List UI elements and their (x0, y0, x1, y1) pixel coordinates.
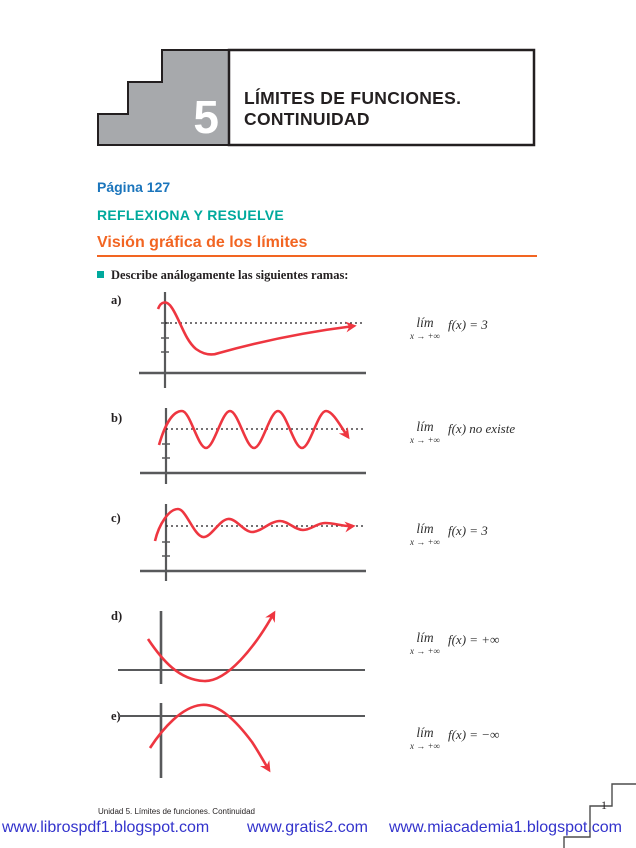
limit-word: lím (416, 315, 434, 330)
footer-link-librospdf[interactable]: www.librospdf1.blogspot.com (2, 819, 210, 836)
limit-expression-e: lím x → +∞ f(x) = −∞ (410, 726, 499, 751)
graph-plot-b (140, 408, 366, 484)
chapter-title: LÍMITES DE FUNCIONES. CONTINUIDAD (244, 88, 461, 130)
graph-plot-a (139, 292, 366, 388)
limit-expression-b: lím x → +∞ f(x) no existe (410, 420, 515, 445)
chapter-number: 5 (193, 91, 220, 143)
footer-link-gratis2[interactable]: www.gratis2.com (247, 819, 368, 836)
limit-expression-a: lím x → +∞ f(x) = 3 (410, 316, 488, 341)
function-curve (153, 507, 356, 542)
section-heading: REFLEXIONA Y RESUELVE (97, 207, 285, 223)
page-number: 1 (601, 798, 607, 812)
limit-word: lím (416, 521, 434, 536)
chapter-title-box (227, 48, 536, 147)
page-corner-graphic (563, 783, 636, 848)
limit-value: f(x) no existe (447, 421, 516, 436)
limit-word: lím (416, 630, 434, 645)
graph-label-c: c) (111, 511, 121, 525)
limit-expression-d: lím x → +∞ f(x) = +∞ (410, 631, 499, 656)
subsection-heading: Visión gráfica de los límites (97, 234, 308, 251)
function-curve (146, 610, 276, 683)
graph-label-d: d) (111, 609, 123, 623)
limit-subscript: x → +∞ (410, 645, 440, 656)
chapter-title-line1: LÍMITES DE FUNCIONES. (244, 88, 462, 108)
limit-expression-c: lím x → +∞ f(x) = 3 (410, 522, 488, 547)
limit-subscript: x → +∞ (410, 536, 440, 547)
function-curve (157, 409, 350, 450)
footer-links: www.librospdf1.blogspot.com www.gratis2.… (0, 819, 636, 843)
graph-plot-e (118, 703, 365, 778)
function-curve (156, 301, 357, 356)
chapter-title-line2: CONTINUIDAD (244, 109, 370, 129)
page-heading: Página 127 (97, 179, 171, 195)
exercise-prompt-row: Describe análogamente las siguientes ram… (97, 268, 348, 283)
graph-label-a: a) (111, 293, 122, 307)
limit-word: lím (416, 419, 434, 434)
subsection-rule (97, 255, 537, 257)
graph-plot-c (140, 504, 366, 581)
limit-value: f(x) = −∞ (447, 727, 500, 742)
footer-unit-line: Unidad 5. Límites de funciones. Continui… (98, 807, 255, 816)
graph-plot-d (118, 610, 365, 684)
bullet-square-icon (97, 271, 104, 278)
footer-link-miacademia[interactable]: www.miacademia1.blogspot.com (389, 819, 622, 836)
limit-value: f(x) = +∞ (447, 632, 500, 647)
limit-subscript: x → +∞ (410, 434, 440, 445)
limit-subscript: x → +∞ (410, 740, 440, 751)
function-curve (148, 703, 271, 773)
limit-subscript: x → +∞ (410, 330, 440, 341)
graph-label-e: e) (111, 709, 121, 723)
graph-label-b: b) (111, 411, 123, 425)
limit-value: f(x) = 3 (447, 317, 488, 332)
exercise-prompt: Describe análogamente las siguientes ram… (111, 268, 349, 282)
limit-word: lím (416, 725, 434, 740)
limit-value: f(x) = 3 (447, 523, 488, 538)
chapter-banner (97, 48, 536, 147)
